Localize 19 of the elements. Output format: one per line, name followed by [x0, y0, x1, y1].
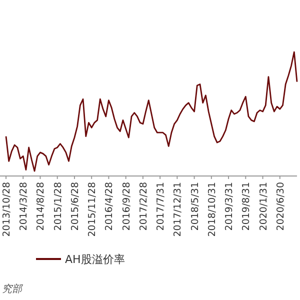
- x-tick-label: 2017/7/31: [156, 182, 167, 231]
- text: 究部: [2, 283, 24, 295]
- x-tick-label: 2015/11/28: [87, 182, 98, 237]
- legend-label: AH股溢价率: [65, 253, 125, 266]
- x-tick-label: 2017/12/31: [172, 182, 184, 237]
- x-tick-label: 2018/5/31: [190, 182, 201, 231]
- x-tick-label: 2019/3/31: [224, 182, 236, 231]
- x-tick-label: 2016/4/28: [104, 182, 116, 231]
- x-tick-label: 2015/1/28: [52, 182, 64, 231]
- x-tick-label: 2019/8/31: [241, 182, 252, 231]
- x-tick-label: 2014/3/28: [18, 182, 30, 231]
- x-tick-label: 2015/6/28: [70, 182, 81, 231]
- x-tick-label: 2020/1/31: [258, 182, 270, 231]
- x-tick-label: 2014/8/28: [36, 182, 47, 231]
- x-tick-label: 2018/10/31: [206, 182, 218, 237]
- x-tick-label: 2020/6/30: [275, 182, 286, 231]
- x-tick-label: 2013/10/28: [2, 182, 12, 237]
- x-tick-label: 2016/9/28: [121, 182, 132, 231]
- x-tick-label: 2017/2/28: [138, 182, 150, 231]
